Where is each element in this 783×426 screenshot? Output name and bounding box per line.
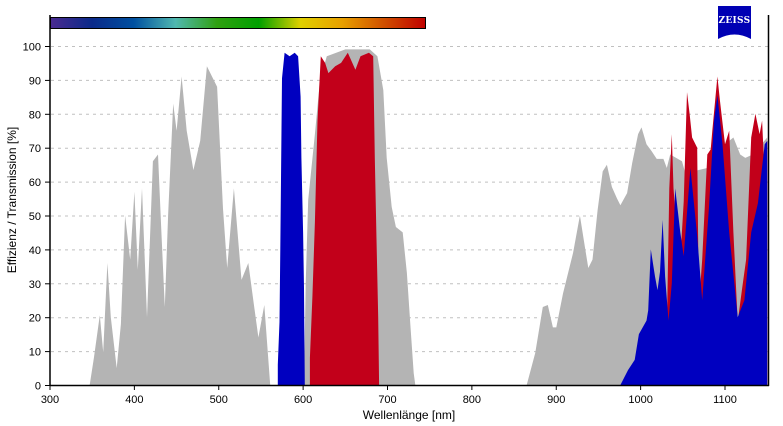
x-ticks: 300 400 500 600 700 800 900 1000 1100 bbox=[41, 385, 737, 406]
x-tick-label: 900 bbox=[547, 394, 565, 406]
x-tick-label: 1000 bbox=[628, 394, 652, 406]
zeiss-logo-text: ZEISS bbox=[719, 16, 751, 26]
series-2-area bbox=[620, 95, 768, 385]
series-2-area bbox=[277, 52, 305, 386]
x-axis-label: Wellenlänge [nm] bbox=[363, 408, 456, 422]
y-tick-label: 90 bbox=[29, 75, 41, 87]
y-tick-label: 40 bbox=[29, 245, 41, 257]
series-1-area bbox=[309, 52, 380, 386]
x-tick-label: 1100 bbox=[713, 394, 737, 406]
series-areas bbox=[89, 49, 768, 386]
y-tick-label: 0 bbox=[35, 381, 41, 393]
y-tick-label: 100 bbox=[23, 42, 41, 54]
x-tick-label: 300 bbox=[41, 394, 59, 406]
x-tick-label: 500 bbox=[210, 394, 228, 406]
y-tick-label: 70 bbox=[29, 143, 41, 155]
x-tick-label: 600 bbox=[294, 394, 312, 406]
spectrum-color-bar bbox=[50, 17, 426, 29]
y-axis-label: Effizienz / Transmission [%] bbox=[5, 127, 19, 274]
series-0-area bbox=[89, 66, 271, 386]
zeiss-logo: ZEISS bbox=[718, 6, 751, 39]
y-tick-label: 10 bbox=[29, 347, 41, 359]
y-ticks: 0 10 20 30 40 50 60 70 80 90 100 bbox=[23, 42, 50, 393]
y-tick-label: 30 bbox=[29, 279, 41, 291]
x-tick-label: 400 bbox=[125, 394, 143, 406]
y-tick-label: 20 bbox=[29, 313, 41, 325]
y-tick-label: 60 bbox=[29, 177, 41, 189]
x-tick-label: 800 bbox=[463, 394, 481, 406]
y-tick-label: 80 bbox=[29, 109, 41, 121]
y-tick-label: 50 bbox=[29, 211, 41, 223]
x-tick-label: 700 bbox=[378, 394, 396, 406]
